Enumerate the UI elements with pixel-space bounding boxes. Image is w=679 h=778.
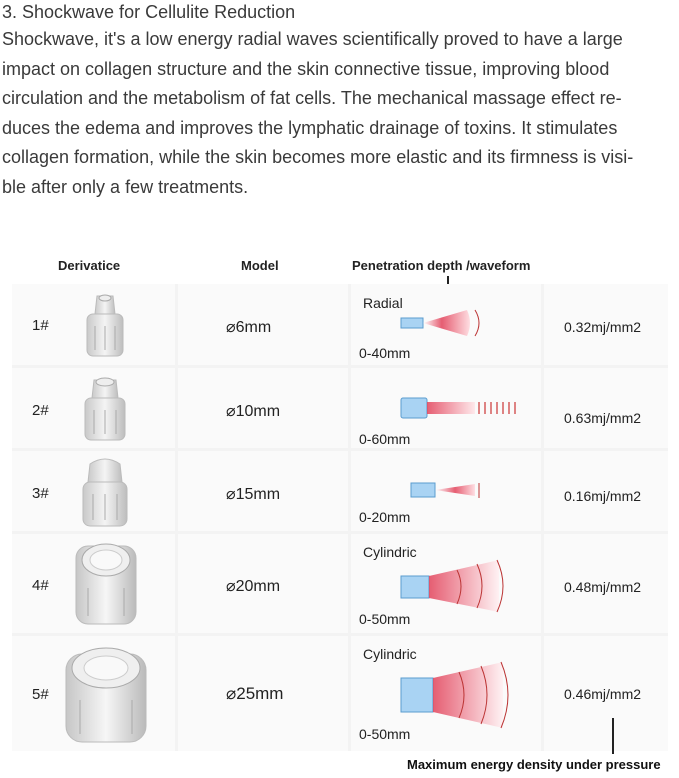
applicator-table: 1# ⌀6mm Radial 0-40mm 0.32mj/mm2 [12, 284, 668, 751]
penetration-depth: 0-20mm [359, 509, 411, 525]
energy-cell: 0.32mj/mm2 [544, 284, 668, 365]
derivative-cell: 3# [12, 451, 175, 531]
waveform-cell: Radial 0-40mm [351, 284, 541, 365]
table-row: 4# ⌀20mm Cylindric 0-50mm [12, 534, 668, 633]
row-index: 2# [32, 402, 49, 419]
waveform-narrow-icon [410, 482, 480, 498]
model-cell: ⌀6mm [178, 284, 348, 365]
waveform-focused-icon [400, 397, 516, 419]
derivative-cell: 4# [12, 534, 175, 633]
table-row: 1# ⌀6mm Radial 0-40mm 0.32mj/mm2 [12, 284, 668, 365]
applicator-head-icon [84, 377, 126, 441]
model-cell: ⌀10mm [178, 368, 348, 448]
waveform-cell: Cylindric 0-50mm [351, 636, 541, 751]
waveform-type: Cylindric [363, 646, 417, 662]
waveform-cylindric-icon [400, 559, 504, 613]
header-derivative: Derivatice [58, 258, 121, 273]
energy-density: 0.16mj/mm2 [564, 488, 642, 504]
table-row: 3# ⌀15mm 0-20mm 0.16mj/mm2 [12, 451, 668, 531]
waveform-cell: Cylindric 0-50mm [351, 534, 541, 633]
row-index: 5# [32, 686, 49, 703]
model-cell: ⌀25mm [178, 636, 348, 751]
paragraph-line: duces the edema and improves the lymphat… [2, 117, 618, 138]
model-size: ⌀15mm [226, 486, 281, 503]
energy-caption: Maximum energy density under pressure [407, 757, 661, 772]
penetration-depth: 0-40mm [359, 345, 411, 361]
derivative-cell: 2# [12, 368, 175, 448]
waveform-cell: 0-20mm [351, 451, 541, 531]
header-penetration: Penetration depth /waveform [352, 258, 531, 273]
derivative-cell: 5# [12, 636, 175, 751]
table-row: 5# ⌀25mm Cylindric 0-50mm [12, 636, 668, 751]
footer-pointer-line [612, 718, 614, 754]
model-size: ⌀6mm [226, 319, 272, 336]
article-text: 3. Shockwave for Cellulite Reduction Sho… [2, 0, 674, 202]
model-cell: ⌀15mm [178, 451, 348, 531]
energy-cell: 0.63mj/mm2 [544, 368, 668, 448]
energy-density: 0.32mj/mm2 [564, 319, 642, 335]
model-size: ⌀20mm [226, 578, 281, 595]
paragraph-line: ble after only a few treatments. [2, 176, 249, 197]
energy-cell: 0.48mj/mm2 [544, 534, 668, 633]
applicator-head-icon [75, 543, 137, 625]
table-row: 2# ⌀10mm 0-60mm [12, 368, 668, 448]
applicator-head-icon [82, 458, 128, 527]
energy-cell: 0.16mj/mm2 [544, 451, 668, 531]
penetration-depth: 0-50mm [359, 726, 411, 742]
paragraph-line: Shockwave, it's a low energy radial wave… [2, 29, 623, 49]
penetration-depth: 0-60mm [359, 431, 411, 447]
energy-cell: 0.46mj/mm2 [544, 636, 668, 751]
waveform-cell: 0-60mm [351, 368, 541, 448]
row-index: 3# [32, 485, 49, 502]
waveform-radial-icon [400, 309, 480, 337]
penetration-depth: 0-50mm [359, 611, 411, 627]
waveform-type: Cylindric [363, 544, 417, 560]
derivative-cell: 1# [12, 284, 175, 365]
waveform-type: Radial [363, 295, 403, 311]
model-cell: ⌀20mm [178, 534, 348, 633]
waveform-cylindric-icon [400, 661, 509, 729]
section-heading: 3. Shockwave for Cellulite Reduction [2, 2, 296, 22]
energy-density: 0.48mj/mm2 [564, 579, 642, 595]
energy-density: 0.63mj/mm2 [564, 410, 642, 426]
applicator-head-icon [65, 647, 147, 743]
row-index: 1# [32, 317, 49, 334]
paragraph-line: impact on collagen structure and the ski… [2, 58, 610, 79]
row-index: 4# [32, 577, 49, 594]
model-size: ⌀10mm [226, 403, 281, 420]
header-model: Model [241, 258, 279, 273]
energy-density: 0.46mj/mm2 [564, 686, 642, 702]
paragraph-line: collagen formation, while the skin becom… [2, 147, 634, 167]
paragraph-line: circulation and the metabolism of fat ce… [2, 88, 622, 108]
model-size: ⌀25mm [226, 684, 284, 703]
applicator-head-icon [86, 294, 124, 357]
